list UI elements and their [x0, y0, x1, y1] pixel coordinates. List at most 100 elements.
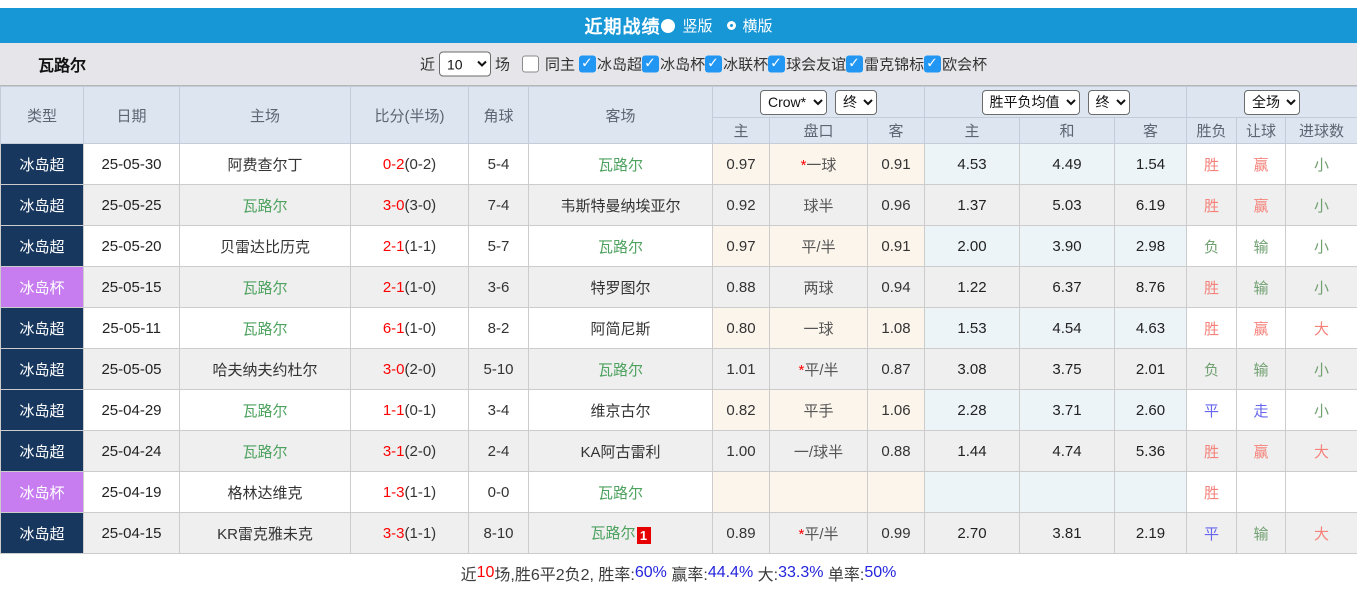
- recent-count-select[interactable]: 10: [439, 51, 492, 77]
- home-team-cell[interactable]: 哈夫纳夫约杜尔: [179, 348, 351, 390]
- league-filter-label: 冰岛超: [597, 56, 643, 74]
- line-text: 平/半: [804, 361, 839, 379]
- league-filter-item[interactable]: 冰联杯: [705, 54, 768, 75]
- scope-select-group: 全场: [1186, 86, 1357, 118]
- league-filter-item[interactable]: 雷克锦标: [846, 54, 924, 75]
- home-team-cell[interactable]: 瓦路尔: [179, 389, 351, 431]
- section-title-bar: 近期战绩 竖版 横版: [0, 8, 1357, 43]
- handicap-result: 赢: [1236, 307, 1287, 349]
- line-text: 一球: [806, 156, 837, 174]
- half-time-score: (1-1): [404, 483, 437, 501]
- radio-button-icon[interactable]: [726, 21, 736, 30]
- eu-home-odds: 1.22: [924, 266, 1021, 308]
- goals-result: 大: [1285, 307, 1357, 349]
- full-time-score: 0-2: [382, 155, 405, 173]
- radio-button-icon[interactable]: [661, 18, 676, 33]
- home-team-cell[interactable]: 瓦路尔: [179, 430, 351, 472]
- league-checkbox[interactable]: [924, 55, 942, 73]
- eu-draw-odds: 3.90: [1019, 225, 1116, 267]
- league-filter-label: 欧会杯: [942, 56, 988, 74]
- eu-home-odds: 3.08: [924, 348, 1021, 390]
- goals-result: 小: [1285, 225, 1357, 267]
- away-team-cell[interactable]: 瓦路尔: [528, 471, 713, 513]
- league-checkbox[interactable]: [846, 55, 864, 73]
- match-row: 冰岛超 25-05-30 阿费查尔丁 0-2(0-2) 5-4 瓦路尔 0.97…: [0, 143, 1357, 185]
- eu-draw-odds: 3.75: [1019, 348, 1116, 390]
- eu-draw-odds: 3.71: [1019, 389, 1116, 431]
- league-checkbox[interactable]: [768, 55, 786, 73]
- away-team-cell[interactable]: 维京古尔: [528, 389, 713, 431]
- ah-line-cell: *平/半: [769, 348, 868, 390]
- eu-away-odds: 4.63: [1114, 307, 1188, 349]
- bookmaker-select[interactable]: Crow*: [760, 89, 827, 115]
- away-team-name: 瓦路尔: [590, 525, 636, 542]
- line-star: *: [798, 361, 805, 379]
- score-cell: 6-1(1-0): [350, 307, 469, 349]
- ah-home-odds: [712, 471, 770, 513]
- match-row: 冰岛超 25-05-11 瓦路尔 6-1(1-0) 8-2 阿简尼斯 0.80 …: [0, 307, 1357, 349]
- summary-segment: 60%: [634, 563, 667, 581]
- away-team-cell[interactable]: KA阿古雷利: [528, 430, 713, 472]
- eu-away-odds: 5.36: [1114, 430, 1188, 472]
- league-checkbox[interactable]: [705, 55, 723, 73]
- header-type: 类型: [0, 86, 84, 144]
- league-filter-item[interactable]: 球会友谊: [768, 54, 846, 75]
- match-date: 25-04-29: [83, 389, 180, 431]
- away-team-name: 瓦路尔: [597, 484, 643, 502]
- league-filter-item[interactable]: 欧会杯: [924, 54, 987, 75]
- away-team-cell[interactable]: 瓦路尔 1: [528, 512, 713, 554]
- home-team-cell[interactable]: 瓦路尔: [179, 307, 351, 349]
- score-cell: 3-3(1-1): [350, 512, 469, 554]
- eu-time-select[interactable]: 终: [1087, 89, 1130, 115]
- corner-count: 8-10: [468, 512, 529, 554]
- match-date: 25-04-19: [83, 471, 180, 513]
- eu-type-select[interactable]: 胜平负均值: [981, 89, 1080, 115]
- away-team-name: 维京古尔: [590, 402, 651, 420]
- eu-away-odds: 2.60: [1114, 389, 1188, 431]
- home-team-cell[interactable]: 阿费查尔丁: [179, 143, 351, 185]
- league-type-cell: 冰岛超: [0, 512, 84, 554]
- league-filter-item[interactable]: 冰岛超: [579, 54, 642, 75]
- outcome-result: 胜: [1186, 266, 1238, 308]
- away-team-cell[interactable]: 特罗图尔: [528, 266, 713, 308]
- away-team-cell[interactable]: 瓦路尔: [528, 225, 713, 267]
- summary-segment: 近: [460, 566, 477, 584]
- league-checkbox[interactable]: [642, 55, 660, 73]
- away-team-cell[interactable]: 韦斯特曼纳埃亚尔: [528, 184, 713, 226]
- league-filter-label: 冰岛杯: [660, 56, 706, 74]
- league-filter-item[interactable]: 冰岛杯: [642, 54, 705, 75]
- away-team-cell[interactable]: 瓦路尔: [528, 348, 713, 390]
- match-row: 冰岛杯 25-04-19 格林达维克 1-3(1-1) 0-0 瓦路尔 胜: [0, 471, 1357, 513]
- home-team-cell[interactable]: 瓦路尔: [179, 184, 351, 226]
- full-time-score: 3-0: [382, 196, 405, 214]
- corner-count: 3-4: [468, 389, 529, 431]
- corner-count: 5-4: [468, 143, 529, 185]
- home-team-cell[interactable]: KR雷克雅未克: [179, 512, 351, 554]
- ah-away-odds: 0.91: [866, 225, 926, 267]
- line-star: *: [800, 156, 807, 174]
- same-home-checkbox[interactable]: [522, 55, 540, 73]
- home-team-cell[interactable]: 瓦路尔: [179, 266, 351, 308]
- ah-away-odds: 0.94: [866, 266, 926, 308]
- ah-time-select[interactable]: 终: [835, 89, 877, 115]
- ah-away-odds: 0.96: [866, 184, 926, 226]
- match-date: 25-04-24: [83, 430, 180, 472]
- score-cell: 3-1(2-0): [350, 430, 469, 472]
- away-team-cell[interactable]: 瓦路尔: [528, 143, 713, 185]
- outcome-result: 胜: [1186, 471, 1238, 513]
- scope-select[interactable]: 全场: [1244, 89, 1301, 115]
- table-header: 类型 日期 主场 比分(半场) 角球 客场 Crow* 终: [0, 86, 1357, 144]
- match-date: 25-05-11: [83, 307, 180, 349]
- layout-radio-option[interactable]: 竖版: [660, 15, 713, 36]
- away-team-cell[interactable]: 阿简尼斯: [528, 307, 713, 349]
- corner-count: 5-10: [468, 348, 529, 390]
- away-team-name: 特罗图尔: [590, 279, 651, 297]
- layout-radio-option[interactable]: 横版: [713, 15, 773, 36]
- league-checkbox[interactable]: [579, 55, 597, 73]
- goals-result: 小: [1285, 184, 1357, 226]
- home-team-cell[interactable]: 格林达维克: [179, 471, 351, 513]
- eu-draw-odds: 3.81: [1019, 512, 1116, 554]
- summary-segment: 33.3%: [778, 563, 824, 581]
- home-team-cell[interactable]: 贝雷达比历克: [179, 225, 351, 267]
- header-away: 客场: [528, 86, 713, 144]
